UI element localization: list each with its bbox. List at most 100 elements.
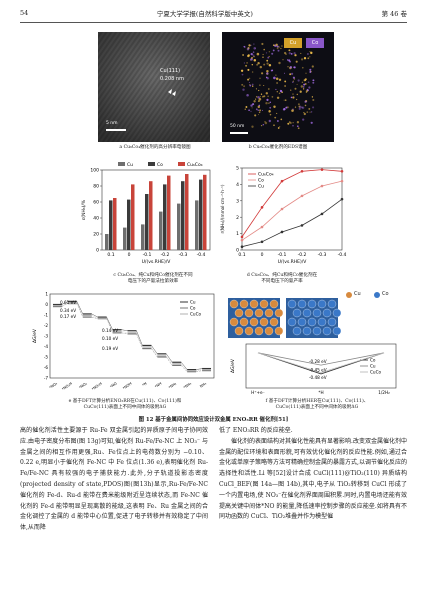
eds-speck [280,47,282,50]
bar [167,175,171,250]
eds-speck [255,88,257,90]
eds-speck [265,101,268,105]
eds-speck [246,61,249,64]
bar [141,224,145,250]
energy-connector [196,368,203,370]
energy-value-label: 0.14 eV [102,328,118,333]
eds-speck [310,111,313,113]
series-line [241,198,343,248]
energy-value-label: -0.48 eV [309,375,327,380]
eds-speck [263,63,266,66]
bar [185,174,189,250]
y-tick-label: -4 [44,344,49,349]
eds-speck [259,96,262,98]
eds-speck [273,124,275,127]
plot-frame [241,167,343,251]
y-tick-label: 0 [45,302,48,307]
eds-speck [245,64,248,67]
eds-speck [250,58,253,61]
energy-connector [181,363,188,371]
bar [127,199,131,250]
data-point [320,212,324,216]
legend-label: CuCo [370,370,382,375]
x-tick-label: *H [318,390,323,395]
legend-label: Cu [258,184,264,190]
body-right-paragraph-2: 催化剂的表面结构对其催化性能具有显著影响.改变双金属催化剂中金属的配位环境和表面… [219,437,407,521]
eds-speck [266,70,269,73]
figure-caption: 图 12 基于金属间协同效应设计双金属 ENO₃RR 催化剂[51] [138,417,289,423]
eds-speck [299,90,302,93]
atom-ball [239,317,249,327]
eds-speck [284,99,287,101]
eds-speck [247,47,250,50]
eds-speck [296,121,300,124]
eds-speck [298,105,301,108]
body-left-column: 高的催化剂活性主要源于 Ru-Fe 双金属引起的异质原子间电子协同效应.由电子密… [20,426,208,534]
legend-co-ball [374,292,380,298]
eds-speck [263,84,265,87]
atom-ball [297,299,307,309]
eds-speck [271,96,274,98]
eds-speck [252,54,255,57]
energy-connector [151,345,158,354]
eds-speck [255,108,258,111]
atom-ball [317,299,327,309]
series-line [257,352,385,366]
running-header: 54 宁夏大学学报(自然科学版中英文) 第 46 卷 [20,6,407,20]
volume-label: 第 46 卷 [381,10,407,18]
eds-speck [302,118,305,121]
y-tick-label: -5 [44,355,49,360]
tem-scalebar-line [106,129,126,131]
y-tick-label: 4 [236,182,239,188]
energy-connector [61,302,68,307]
eds-speck [296,83,298,85]
eds-speck [297,79,300,82]
x-tick-label: -0.2 [161,252,170,258]
eds-speck [249,84,252,87]
eds-speck [257,62,260,65]
intermediate-label: *NO₂H [91,381,103,391]
eds-speck [259,77,261,79]
eds-speck [268,110,271,113]
eds-speck [284,85,286,87]
eds-speck [247,78,250,81]
y-tick-label: 0 [96,248,99,254]
energy-connector [196,370,203,372]
energy-connector [136,330,143,346]
eds-speck [309,71,312,73]
eds-speck [242,54,244,56]
eds-speck [312,98,315,102]
eds-speck [290,89,292,91]
energy-connector [76,303,83,316]
eds-speck [292,93,294,95]
x-tick-label: -0.1 [143,252,152,258]
eds-speck [303,80,305,82]
eds-speck [252,103,255,106]
legend-label: Cu₆Co₄ [187,162,203,168]
eds-speck [296,93,299,96]
eds-speck [297,127,300,130]
eds-speck [254,114,257,117]
energy-connector [136,333,143,349]
eds-scalebar-line [230,132,248,134]
x-axis-label: U/(vs.RHE)/V [142,259,172,265]
lattice-plane-label: Cu(111) [160,68,181,74]
energy-connector [106,318,113,332]
eds-speck [240,69,244,72]
atom-ball [322,326,332,336]
eds-speck [301,106,305,110]
energy-value-label: 0.10 eV [102,336,118,341]
energy-connector [181,365,188,372]
eds-speck [276,82,279,84]
energy-connector [121,332,128,335]
x-tick-label: -0.3 [179,252,188,258]
energy-connector [121,329,128,331]
x-tick-label: 0 [128,252,131,258]
energy-connector [166,353,173,363]
eds-speck [262,124,264,126]
eds-speck [261,72,264,75]
eds-speck [273,76,276,80]
eds-speck [278,61,281,65]
y-tick-label: 5 [236,166,239,172]
